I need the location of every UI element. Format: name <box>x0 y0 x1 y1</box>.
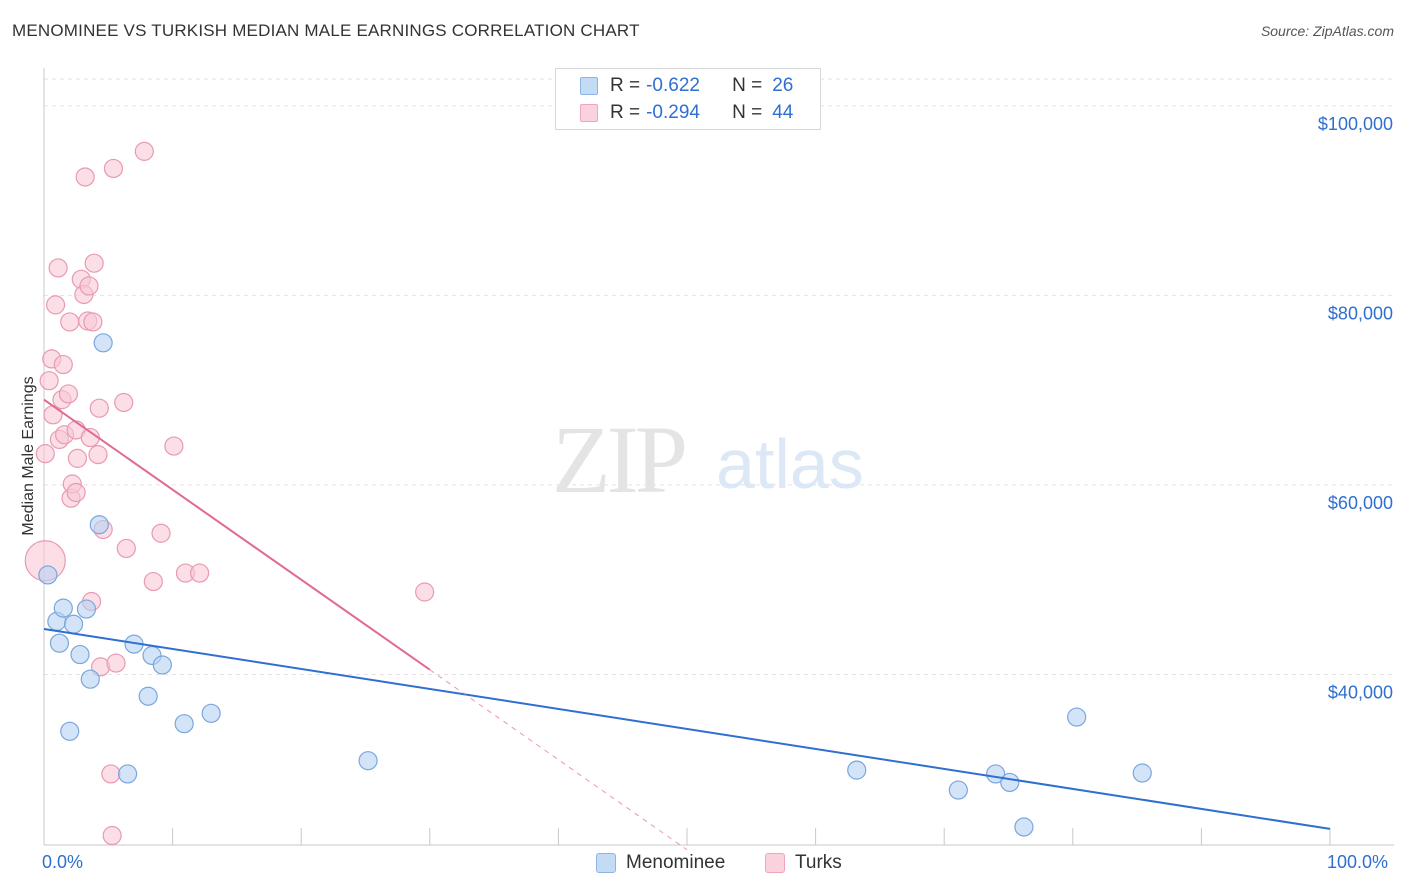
menominee-point <box>38 565 58 585</box>
n-value: 44 <box>772 102 794 123</box>
menominee-point <box>80 669 100 689</box>
turks-point <box>53 354 73 375</box>
menominee-point <box>138 686 158 706</box>
turks-points <box>24 141 435 846</box>
menominee-point <box>49 633 70 653</box>
stats-legend: R = -0.622 N = 26 R = -0.294 N = 44 <box>555 68 821 130</box>
menominee-point <box>76 599 97 619</box>
menominee-point <box>1067 707 1087 727</box>
r-value: -0.294 <box>646 102 700 123</box>
menominee-legend-swatch <box>596 853 616 873</box>
turks-point <box>116 538 136 559</box>
menominee-point <box>1014 817 1034 837</box>
menominee-point <box>152 655 172 675</box>
turks-point <box>89 398 109 418</box>
menominee-point <box>201 703 221 723</box>
x-tick-label-max: 100.0% <box>1327 852 1389 872</box>
turks-point <box>45 295 66 315</box>
turks-point <box>75 167 95 187</box>
turks-point <box>190 563 210 583</box>
menominee-point <box>174 714 194 734</box>
n-label: N = <box>732 102 763 123</box>
menominee-point <box>1000 772 1020 793</box>
menominee-point <box>53 598 73 618</box>
turks-point <box>60 312 80 332</box>
x-axis-ticks <box>172 828 1331 845</box>
turks-point <box>114 392 134 413</box>
r-value: -0.622 <box>646 75 700 96</box>
menominee-points <box>38 333 1152 837</box>
y-tick-label: $100,000 <box>1318 114 1393 134</box>
trend-lines <box>43 398 1331 851</box>
n-label: N = <box>732 75 763 96</box>
turks-point <box>48 258 68 278</box>
turks-point <box>83 312 103 332</box>
x-tick-label-min: 0.0% <box>42 852 84 872</box>
series-legend: Menominee Turks <box>0 852 1406 876</box>
source-credit: Source: ZipAtlas.com <box>1260 23 1394 39</box>
y-axis-label: Median Male Earnings <box>20 376 37 535</box>
menominee-point <box>89 515 109 535</box>
turks-point <box>103 158 124 179</box>
menominee-point <box>948 780 968 800</box>
watermark: ZIP atlas <box>552 406 864 513</box>
menominee-point <box>93 333 113 353</box>
menominee-point <box>117 764 138 784</box>
menominee-point <box>70 644 90 665</box>
turks-point <box>151 523 171 543</box>
menominee-point <box>63 614 84 634</box>
legend-item-turks[interactable]: Turks <box>765 852 842 874</box>
watermark-zip: ZIP <box>552 406 685 513</box>
y-tick-labels: $40,000 $60,000 $80,000 $100,000 <box>1318 114 1393 703</box>
stats-row-turks: R = -0.294 N = 44 <box>580 101 793 125</box>
gridlines <box>44 78 1394 675</box>
menominee-point <box>358 751 378 771</box>
turks-point <box>35 444 55 464</box>
turks-point <box>79 276 99 296</box>
axes <box>43 68 1394 846</box>
turks-trend-extension <box>429 669 688 851</box>
turks-point <box>66 482 86 503</box>
turks-point <box>84 253 104 273</box>
turks-point <box>164 436 184 456</box>
turks-trend-line <box>43 398 431 671</box>
turks-point <box>415 582 435 602</box>
r-label: R = <box>610 75 641 96</box>
turks-point <box>143 571 163 592</box>
n-value: 26 <box>772 75 794 96</box>
chart-title: MENOMINEE VS TURKISH MEDIAN MALE EARNING… <box>12 21 640 40</box>
y-tick-label: $40,000 <box>1328 682 1393 702</box>
turks-point <box>101 764 121 784</box>
menominee-point <box>847 760 867 780</box>
turks-point <box>58 384 79 404</box>
r-label: R = <box>610 102 641 123</box>
menominee-swatch <box>580 77 598 95</box>
watermark-atlas: atlas <box>716 425 864 503</box>
turks-legend-swatch <box>765 853 785 873</box>
menominee-point <box>1132 763 1152 783</box>
turks-point <box>102 825 122 846</box>
stats-row-menominee: R = -0.622 N = 26 <box>580 74 793 98</box>
turks-point <box>88 445 108 465</box>
turks-point <box>67 448 88 468</box>
legend-label-menominee: Menominee <box>626 852 726 873</box>
menominee-trend-line <box>43 627 1331 830</box>
turks-swatch <box>580 104 598 122</box>
menominee-point <box>60 721 80 741</box>
turks-point <box>106 653 126 673</box>
y-tick-label: $80,000 <box>1328 303 1393 323</box>
turks-point <box>134 141 154 161</box>
legend-item-menominee[interactable]: Menominee <box>596 852 725 874</box>
y-tick-label: $60,000 <box>1328 493 1393 513</box>
legend-label-turks: Turks <box>795 852 842 873</box>
turks-point <box>39 371 59 391</box>
